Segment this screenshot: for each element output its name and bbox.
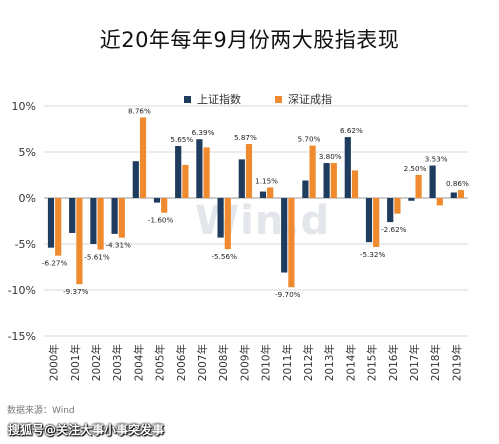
bar-shenzhen: [139, 117, 147, 198]
x-tick-label: 2019年: [450, 344, 463, 381]
data-label: -5.32%: [360, 250, 386, 259]
x-tick-label: 2006年: [175, 344, 188, 381]
bar-shenzhen: [394, 198, 401, 214]
legend-label-shenzhen: 深证成指: [288, 93, 332, 106]
x-tick-label: 2015年: [366, 344, 379, 381]
bar-shanghai: [217, 198, 224, 238]
y-tick-label: -10%: [8, 284, 36, 297]
x-tick-label: 2011年: [281, 344, 294, 381]
bar-shanghai: [69, 198, 76, 233]
data-label: -4.31%: [105, 241, 131, 250]
bar-shanghai: [196, 139, 203, 198]
bar-shenzhen: [267, 187, 274, 198]
legend-swatch-shenzhen: [275, 95, 282, 103]
y-tick-label: 5%: [19, 146, 36, 159]
bar-shenzhen: [309, 145, 316, 198]
x-tick-label: 2005年: [154, 344, 167, 381]
bar-shenzhen: [330, 163, 337, 198]
bar-shenzhen: [245, 143, 253, 198]
x-tick-label: 2012年: [302, 344, 315, 381]
data-label: -9.37%: [63, 287, 89, 296]
bar-shanghai: [90, 198, 97, 244]
data-label: -5.56%: [211, 252, 237, 261]
bar-shenzhen: [288, 198, 295, 288]
chart-title: 近20年每年9月份两大股指表现: [99, 28, 400, 52]
x-tick-label: 2001年: [69, 344, 82, 381]
y-tick-label: 0%: [19, 192, 36, 205]
data-label: 0.86%: [446, 179, 469, 188]
y-tick-label: -15%: [8, 330, 36, 343]
data-label: 5.70%: [298, 135, 321, 144]
bar-shenzhen: [161, 198, 168, 213]
x-tick-label: 2018年: [429, 344, 442, 381]
bar-shenzhen: [55, 198, 62, 256]
x-tick-label: 2008年: [217, 344, 230, 381]
bar-shanghai: [47, 198, 55, 248]
bar-shanghai: [387, 198, 394, 223]
chart-legend: 上证指数 深证成指: [184, 91, 366, 107]
bar-shanghai: [365, 198, 373, 243]
legend-swatch-shanghai: [184, 95, 191, 103]
bar-shanghai: [450, 192, 457, 198]
bar-shenzhen: [415, 175, 422, 198]
x-tick-label: 2004年: [132, 344, 145, 381]
data-label: 1.15%: [255, 176, 278, 185]
bar-shenzhen: [118, 198, 125, 238]
bar-shenzhen: [97, 198, 104, 250]
data-label: -2.62%: [381, 225, 407, 234]
bar-shenzhen: [436, 198, 443, 206]
x-tick-label: 2017年: [408, 344, 421, 381]
bar-shenzhen: [76, 198, 83, 285]
bar-shanghai: [344, 137, 351, 198]
bar-shenzhen: [203, 147, 210, 198]
y-tick-label: -5%: [15, 238, 36, 251]
bar-shenzhen: [351, 170, 359, 198]
x-tick-label: 2009年: [238, 344, 251, 381]
data-label: -5.61%: [84, 253, 110, 262]
background-watermark: Win.d: [195, 198, 331, 244]
bar-shenzhen: [373, 198, 380, 247]
footer-watermark: 搜狐号@关注大事小事突发事: [8, 423, 165, 437]
bar-shenzhen: [182, 164, 189, 198]
bar-shanghai: [281, 198, 288, 273]
data-label: 3.80%: [319, 152, 342, 161]
x-tick-label: 2000年: [48, 344, 61, 381]
bar-shanghai: [302, 180, 309, 198]
data-label: 2.50%: [404, 164, 427, 173]
x-tick-label: 2014年: [344, 344, 357, 381]
legend-label-shanghai: 上证指数: [197, 93, 241, 106]
x-tick-label: 2007年: [196, 344, 209, 381]
bar-shanghai: [323, 163, 330, 198]
bar-shanghai: [259, 191, 267, 198]
x-tick-label: 2016年: [387, 344, 400, 381]
bar-shanghai: [175, 146, 182, 198]
bar-shanghai: [238, 159, 245, 198]
data-label: 5.87%: [234, 133, 257, 142]
data-label: 5.65%: [170, 135, 193, 144]
x-tick-label: 2013年: [323, 344, 336, 381]
x-tick-label: 2002年: [90, 344, 103, 381]
source-note: 数据来源：Wind: [7, 406, 75, 416]
bar-shenzhen: [457, 190, 465, 198]
data-label: -9.70%: [275, 290, 301, 299]
x-tick-label: 2003年: [111, 344, 124, 381]
x-tick-label: 2010年: [260, 344, 273, 381]
data-label: 3.53%: [425, 155, 448, 164]
data-label: -6.27%: [42, 259, 68, 268]
bar-shanghai: [132, 161, 139, 198]
bar-shenzhen: [224, 198, 231, 250]
data-label: 6.62%: [340, 126, 363, 135]
bar-shanghai: [153, 198, 161, 203]
data-label: 6.39%: [192, 128, 215, 137]
data-label: 8.76%: [128, 106, 151, 115]
legend-item-shanghai: 上证指数: [184, 91, 241, 107]
bar-shanghai: [429, 165, 436, 198]
legend-item-shenzhen: 深证成指: [275, 91, 332, 107]
data-label: -1.60%: [148, 216, 174, 225]
bar-shanghai: [111, 198, 118, 234]
y-tick-label: 10%: [12, 100, 36, 113]
bar-shanghai: [408, 198, 415, 201]
